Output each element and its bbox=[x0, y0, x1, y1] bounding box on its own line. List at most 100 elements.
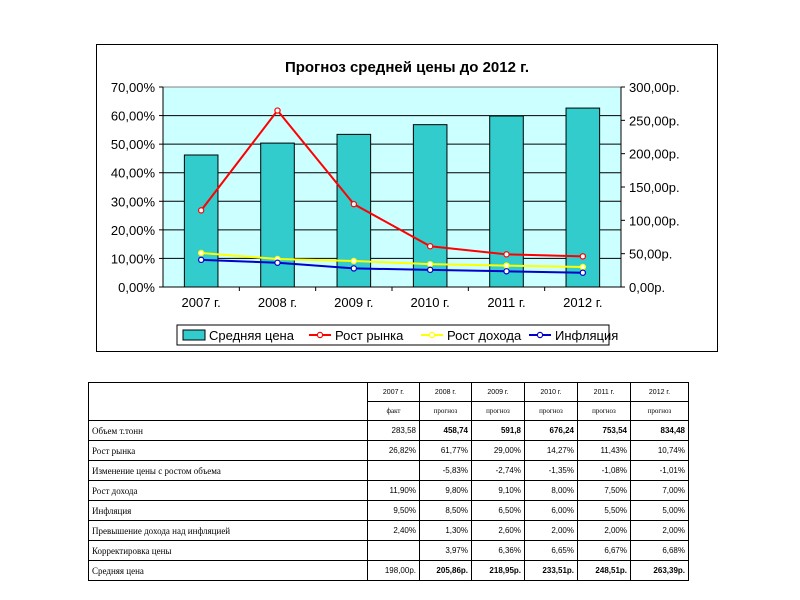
legend-marker bbox=[316, 331, 324, 339]
series-line-3 bbox=[201, 258, 583, 274]
x-tick-label: 2011 г. bbox=[487, 295, 525, 310]
table-cell: -5,83% bbox=[419, 460, 472, 481]
kind-header: прогноз bbox=[471, 401, 525, 421]
kind-header: факт bbox=[367, 401, 420, 421]
table-cell: 218,95р. bbox=[471, 560, 525, 581]
row-label: Изменение цены с ростом объема bbox=[88, 460, 368, 481]
table-cell: 6,65% bbox=[524, 540, 578, 561]
row-label: Средняя цена bbox=[88, 560, 368, 581]
table-cell: 2,00% bbox=[577, 520, 631, 541]
y-right-tick-label: 50,00р. bbox=[629, 247, 672, 262]
table-cell: 11,43% bbox=[577, 440, 631, 461]
legend-label: Средняя цена bbox=[209, 328, 295, 343]
year-header: 2009 г. bbox=[471, 382, 525, 402]
table-cell: 1,30% bbox=[419, 520, 472, 541]
row-label: Рост дохода bbox=[88, 480, 368, 501]
row-label: Превышение дохода над инфляцией bbox=[88, 520, 368, 541]
table-cell: 10,74% bbox=[630, 440, 689, 461]
year-header: 2007 г. bbox=[367, 382, 420, 402]
table-cell: 9,80% bbox=[419, 480, 472, 501]
series-point bbox=[579, 253, 587, 260]
series-point bbox=[426, 260, 434, 268]
x-tick-label: 2009 г. bbox=[334, 295, 373, 310]
table-cell: 2,40% bbox=[367, 520, 420, 541]
table-cell: 5,50% bbox=[577, 500, 631, 521]
bar-1 bbox=[183, 154, 219, 288]
kind-header: прогноз bbox=[577, 401, 631, 421]
y-left-tick-label: 20,00% bbox=[111, 223, 156, 238]
series-point bbox=[503, 268, 510, 275]
table-cell: 6,68% bbox=[630, 540, 689, 561]
table-cell: 6,67% bbox=[577, 540, 631, 561]
x-tick-label: 2010 г. bbox=[411, 295, 450, 310]
table-cell: -1,08% bbox=[577, 460, 631, 481]
table-cell: 11,90% bbox=[367, 480, 420, 501]
y-left-tick-label: 10,00% bbox=[111, 251, 156, 266]
y-left-tick-label: 70,00% bbox=[111, 80, 156, 95]
chart-frame: Прогноз средней цены до 2012 г. 0,00% 10,0… bbox=[96, 44, 718, 352]
legend-marker bbox=[536, 331, 544, 339]
table-cell: 834,48 bbox=[630, 420, 689, 441]
series-point bbox=[426, 243, 434, 250]
table-corner-cell bbox=[88, 382, 368, 421]
table-cell: 8,50% bbox=[419, 500, 472, 521]
table-row: Объем т.тонн 283,58 458,74 591,8 676,24 753,5… bbox=[88, 420, 689, 441]
table-cell: 7,00% bbox=[630, 480, 689, 501]
table-cell: 198,00р. bbox=[367, 560, 420, 581]
series-point bbox=[426, 266, 434, 274]
y-left-tick-label: 0,00% bbox=[118, 280, 155, 295]
y-right-tick-label: 0,00р. bbox=[629, 280, 665, 295]
y-right-tick-label: 200,00р. bbox=[629, 147, 680, 162]
series-point bbox=[350, 257, 358, 265]
table-cell: 458,74 bbox=[419, 420, 472, 441]
table-cell: 2,00% bbox=[630, 520, 689, 541]
table-cell: 9,50% bbox=[367, 500, 420, 521]
y-left-tick-label: 30,00% bbox=[111, 194, 156, 209]
series-point bbox=[350, 200, 358, 208]
kind-header: прогноз bbox=[524, 401, 578, 421]
table-cell: 61,77% bbox=[419, 440, 472, 461]
kind-header: прогноз bbox=[630, 401, 689, 421]
y-left-tick-label: 40,00% bbox=[111, 166, 156, 181]
series-point bbox=[274, 259, 281, 266]
row-label: Корректировка цены bbox=[88, 540, 368, 561]
plot-area bbox=[162, 86, 622, 288]
y-right-tick-label: 250,00р. bbox=[629, 113, 680, 128]
x-tick-label: 2007 г. bbox=[182, 295, 221, 310]
table-row: Изменение цены с ростом объема -5,83% -2,7… bbox=[88, 460, 689, 481]
legend-label: Инфляция bbox=[555, 328, 618, 343]
table-cell: 233,51р. bbox=[524, 560, 578, 581]
table-cell: 263,39р. bbox=[630, 560, 689, 581]
series-point bbox=[197, 249, 205, 257]
y-left-tick-label: 60,00% bbox=[111, 109, 156, 124]
combo-chart: Прогноз средней цены до 2012 г. 0,00% 10,0… bbox=[111, 59, 680, 346]
table-cell: 753,54 bbox=[577, 420, 631, 441]
table-cell: 283,58 bbox=[367, 420, 420, 441]
table-cell: 676,24 bbox=[524, 420, 578, 441]
table-cell: 7,50% bbox=[577, 480, 631, 501]
table-cell: 6,00% bbox=[524, 500, 578, 521]
table-cell: 2,60% bbox=[471, 520, 525, 541]
table-cell: 248,51р. bbox=[577, 560, 631, 581]
table-row: Превышение дохода над инфляцией 2,40% 1,30… bbox=[88, 520, 689, 541]
table-row: Рост рынка 26,82% 61,77% 29,00% 14,27% 11,43%… bbox=[88, 440, 689, 461]
table-cell: -1,01% bbox=[630, 460, 689, 481]
year-header: 2011 г. bbox=[577, 382, 631, 402]
table-row: Рост дохода 11,90% 9,80% 9,10% 8,00% 7,50% 7,0… bbox=[88, 480, 689, 501]
year-header: 2008 г. bbox=[419, 382, 472, 402]
series-point bbox=[197, 256, 205, 264]
table-row: Корректировка цены 3,97% 6,36% 6,65% 6,67% 6,… bbox=[88, 540, 689, 561]
y-right-tick-label: 100,00р. bbox=[629, 213, 680, 228]
table-cell: 26,82% bbox=[367, 440, 420, 461]
table-cell: 29,00% bbox=[471, 440, 525, 461]
bar-5 bbox=[489, 115, 524, 288]
series-point bbox=[503, 251, 510, 258]
table-cell bbox=[367, 460, 420, 481]
series-point bbox=[579, 263, 587, 271]
table-row: Средняя цена 198,00р. 205,86р. 218,95р. 233,… bbox=[88, 560, 689, 581]
legend-marker bbox=[428, 331, 436, 339]
series-point bbox=[274, 107, 281, 114]
legend-label: Рост рынка bbox=[335, 328, 404, 343]
table-row: Инфляция 9,50% 8,50% 6,50% 6,00% 5,50% 5,00% bbox=[88, 500, 689, 521]
series-point bbox=[197, 207, 205, 214]
